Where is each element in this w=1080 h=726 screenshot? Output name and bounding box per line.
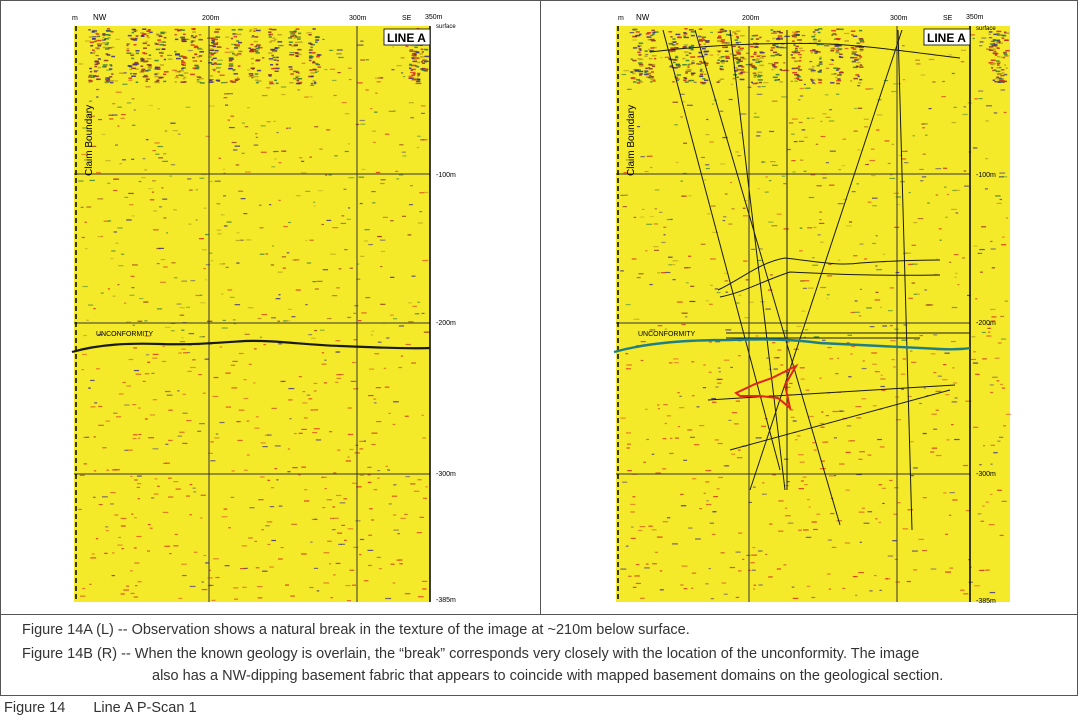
unconformity-label: UNCONFORMITY (96, 331, 153, 338)
panel-right: m NW 200m 300m SE 350m surface LINE A -1… (540, 0, 1078, 612)
tick-300m: 300m (890, 15, 908, 22)
depth-100: -100m (436, 172, 456, 179)
fault-line (694, 29, 841, 526)
line-label-box (923, 28, 971, 46)
caption-line-b: Figure 14B (R) -- When the known geology… (22, 646, 920, 662)
tick-350m: 350m (966, 14, 984, 21)
depth-300: -300m (976, 471, 996, 478)
scan-background (74, 26, 430, 602)
claim-boundary-label: Claim Boundary (84, 105, 95, 176)
depth-385: -385m (976, 598, 996, 605)
depth-100: -100m (976, 172, 996, 179)
figure-label: Figure 14 Line A P-Scan 1 (4, 700, 197, 716)
tick-300m: 300m (349, 15, 367, 22)
se-label: SE (943, 15, 953, 22)
fault-line (897, 29, 913, 531)
surface-label: surface (436, 24, 456, 30)
unconformity-label: UNCONFORMITY (638, 331, 695, 338)
m-label: m (618, 15, 624, 22)
line-label: LINE A (387, 31, 426, 45)
surface-label: surface (976, 26, 996, 32)
figure-title: Line A P-Scan 1 (93, 700, 197, 716)
tick-350m: 350m (425, 14, 443, 21)
depth-200: -200m (976, 320, 996, 327)
caption-line-a: Figure 14A (L) -- Observation shows a na… (22, 622, 690, 638)
nw-label: NW (93, 13, 107, 22)
nw-label: NW (636, 13, 650, 22)
surface-contact (649, 42, 961, 59)
geology-overlay (649, 29, 970, 531)
panel-left: m NW 200m 300m SE 350m surface LINE A -1… (0, 0, 540, 612)
depth-300: -300m (436, 471, 456, 478)
scan-texture (78, 28, 430, 602)
pscan-image-right: m NW 200m 300m SE 350m surface LINE A -1… (613, 13, 1012, 605)
se-label: SE (402, 15, 412, 22)
claim-boundary-label: Claim Boundary (626, 105, 637, 176)
m-label: m (72, 15, 78, 22)
depth-200: -200m (436, 320, 456, 327)
contact-line (719, 271, 941, 298)
basement-fabric-line (729, 389, 951, 451)
depth-385: -385m (436, 597, 456, 604)
unconformity-line (613, 338, 971, 354)
line-label: LINE A (927, 31, 966, 45)
unconformity-line (71, 339, 431, 354)
basement-fabric-line (707, 384, 956, 401)
figure-number: Figure 14 (4, 700, 66, 716)
pscan-image-left: m NW 200m 300m SE 350m surface LINE A -1… (71, 13, 456, 604)
figure-frame (0, 0, 1078, 696)
anomaly-outline (734, 363, 799, 411)
tick-200m: 200m (742, 15, 760, 22)
caption-divider (0, 614, 1078, 615)
panel-divider (540, 0, 541, 614)
fault-line (749, 29, 903, 491)
contact-line (717, 257, 941, 291)
caption-line-b-cont: also has a NW-dipping basement fabric th… (152, 668, 944, 684)
line-label-box (383, 28, 431, 46)
tick-200m: 200m (202, 15, 220, 22)
